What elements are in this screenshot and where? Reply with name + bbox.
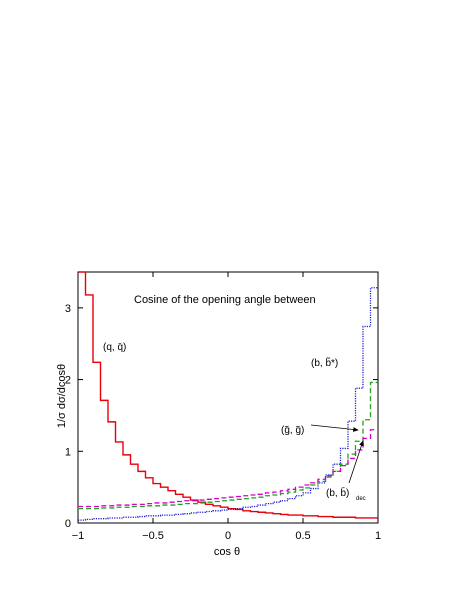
x-tick-label: −1 (72, 530, 85, 542)
series-line-0 (78, 271, 378, 519)
axes-layer: −1 −0.5 0 0.5 1 0 1 2 3 (65, 272, 381, 542)
series-line-1 (78, 287, 378, 521)
label-b-bbar: (b, b̄) (326, 486, 349, 499)
x-tick-label: 0.5 (295, 530, 310, 542)
y-axis-label: 1/σ dσ/dcosθ (56, 364, 68, 428)
plot-border (77, 271, 379, 524)
x-axis-label: cos θ (214, 546, 240, 558)
label-b-bbar-dec: (b, b̄) dec (326, 486, 366, 502)
y-tick-label: 2 (65, 375, 71, 387)
arrow-gluino (310, 424, 359, 432)
x-tick-label: −0.5 (142, 530, 164, 542)
label-gluino: (g̃, g̃) (281, 425, 304, 436)
y-tick-label: 3 (65, 303, 71, 315)
label-dec-subscript: dec (356, 496, 366, 502)
chart-title: Cosine of the opening angle between (134, 294, 316, 306)
arrow-b-bbar-dec (348, 440, 364, 484)
label-q-qbar: (q, q̄) (103, 342, 126, 353)
plot-frame (77, 271, 379, 524)
x-tick-label: 0 (225, 530, 231, 542)
y-tick-label: 1 (65, 446, 71, 458)
series-line-2 (78, 381, 378, 510)
series-layer (78, 271, 378, 521)
label-b-bstar: (b, b̃*) (311, 356, 338, 369)
x-tick-label: 1 (375, 530, 381, 542)
y-tick-label: 0 (65, 518, 71, 530)
